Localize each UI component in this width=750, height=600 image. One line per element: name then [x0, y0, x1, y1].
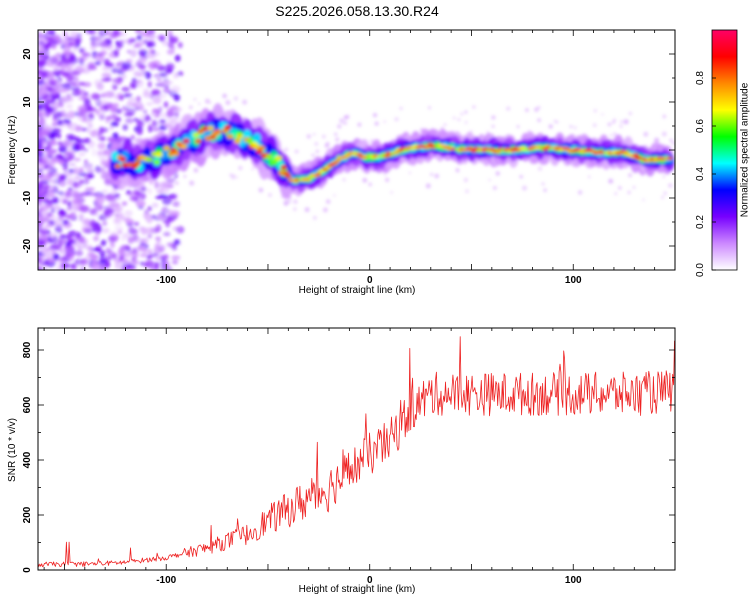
y-tick-label: 0	[22, 567, 33, 573]
colorbar-ticks: 0.0 0.2 0.4 0.6 0.8	[695, 71, 716, 277]
colorbar-tick-label: 0.8	[695, 71, 706, 85]
y-tick-label: -20	[22, 238, 33, 253]
colorbar-scale	[711, 29, 738, 271]
spectrogram-ylabel: Frequency (Hz)	[7, 116, 18, 185]
snr-ylabel: SNR (10 * v/v)	[7, 418, 18, 482]
colorbar-tick-label: 0.4	[695, 167, 706, 181]
snr-xlabel: Height of straight line (km)	[299, 584, 416, 595]
colorbar-tick-label: 0.6	[695, 119, 706, 133]
y-tick-label: 0	[22, 147, 33, 153]
snr-panel: -100 0 100 0 200 400 600 800 Height of straight…	[7, 327, 676, 595]
snr-series-line	[38, 336, 675, 568]
colorbar-label: Normalized spectral amplitude	[740, 82, 750, 217]
colorbar-tick-label: 0.0	[695, 263, 706, 277]
x-tick-label: -100	[156, 275, 176, 286]
spectrogram-image	[38, 30, 675, 270]
snr-frame	[37, 327, 676, 571]
y-tick-label: 10	[22, 96, 33, 108]
x-tick-label: 0	[367, 575, 373, 586]
colorbar: 0.0 0.2 0.4 0.6 0.8 Normalized spectral ampl…	[695, 29, 750, 277]
spectrogram-xlabel: Height of straight line (km)	[299, 285, 416, 296]
y-tick-label: 200	[22, 506, 33, 523]
y-tick-label: 400	[22, 451, 33, 468]
x-tick-label: -100	[156, 575, 176, 586]
figure-title: S225.2026.058.13.30.R24	[275, 3, 439, 19]
x-tick-label: 100	[565, 275, 582, 286]
snr-ticks: -100 0 100 0 200 400 600 800	[22, 328, 676, 586]
y-tick-label: 600	[22, 396, 33, 413]
y-tick-label: 800	[22, 341, 33, 358]
x-tick-label: 0	[367, 275, 373, 286]
y-tick-label: 20	[22, 48, 33, 60]
y-tick-label: -10	[22, 190, 33, 205]
colorbar-tick-label: 0.2	[695, 215, 706, 229]
x-tick-label: 100	[565, 575, 582, 586]
